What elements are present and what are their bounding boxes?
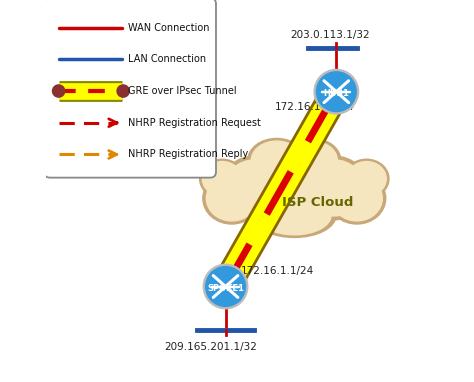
- Ellipse shape: [331, 176, 383, 221]
- Ellipse shape: [206, 176, 257, 221]
- Ellipse shape: [305, 160, 364, 216]
- Ellipse shape: [203, 173, 261, 224]
- Ellipse shape: [283, 138, 341, 183]
- Ellipse shape: [347, 162, 386, 196]
- Text: HUB1: HUB1: [323, 89, 349, 98]
- Text: 203.0.113.1/32: 203.0.113.1/32: [291, 30, 370, 40]
- FancyBboxPatch shape: [44, 0, 216, 178]
- Text: 209.165.201.1/32: 209.165.201.1/32: [164, 342, 257, 352]
- Circle shape: [206, 267, 246, 306]
- Circle shape: [203, 264, 248, 309]
- Text: 172.16.10.1/24: 172.16.10.1/24: [275, 102, 355, 112]
- Text: 172.16.1.1/24: 172.16.1.1/24: [241, 266, 314, 276]
- Ellipse shape: [328, 173, 386, 224]
- Text: LAN Connection: LAN Connection: [128, 54, 206, 64]
- Ellipse shape: [220, 156, 288, 220]
- Ellipse shape: [344, 159, 389, 198]
- Ellipse shape: [248, 152, 340, 230]
- Text: WAN Connection: WAN Connection: [128, 23, 210, 32]
- Ellipse shape: [257, 196, 331, 235]
- Circle shape: [117, 85, 129, 97]
- Ellipse shape: [248, 138, 306, 183]
- Circle shape: [317, 72, 356, 112]
- Ellipse shape: [251, 141, 302, 180]
- Ellipse shape: [253, 193, 336, 238]
- Text: SPOKE1: SPOKE1: [207, 284, 244, 293]
- Ellipse shape: [200, 159, 245, 198]
- Ellipse shape: [242, 147, 346, 235]
- Ellipse shape: [202, 162, 242, 196]
- Ellipse shape: [225, 160, 284, 216]
- Text: ISP Cloud: ISP Cloud: [282, 196, 353, 209]
- Circle shape: [53, 85, 65, 97]
- Circle shape: [326, 81, 347, 102]
- Text: NHRP Registration Reply: NHRP Registration Reply: [128, 149, 248, 159]
- Ellipse shape: [287, 141, 337, 180]
- Circle shape: [314, 70, 358, 114]
- Ellipse shape: [301, 156, 368, 220]
- Circle shape: [215, 276, 236, 297]
- Text: GRE over IPsec Tunnel: GRE over IPsec Tunnel: [128, 86, 237, 96]
- Text: NHRP Registration Request: NHRP Registration Request: [128, 118, 261, 128]
